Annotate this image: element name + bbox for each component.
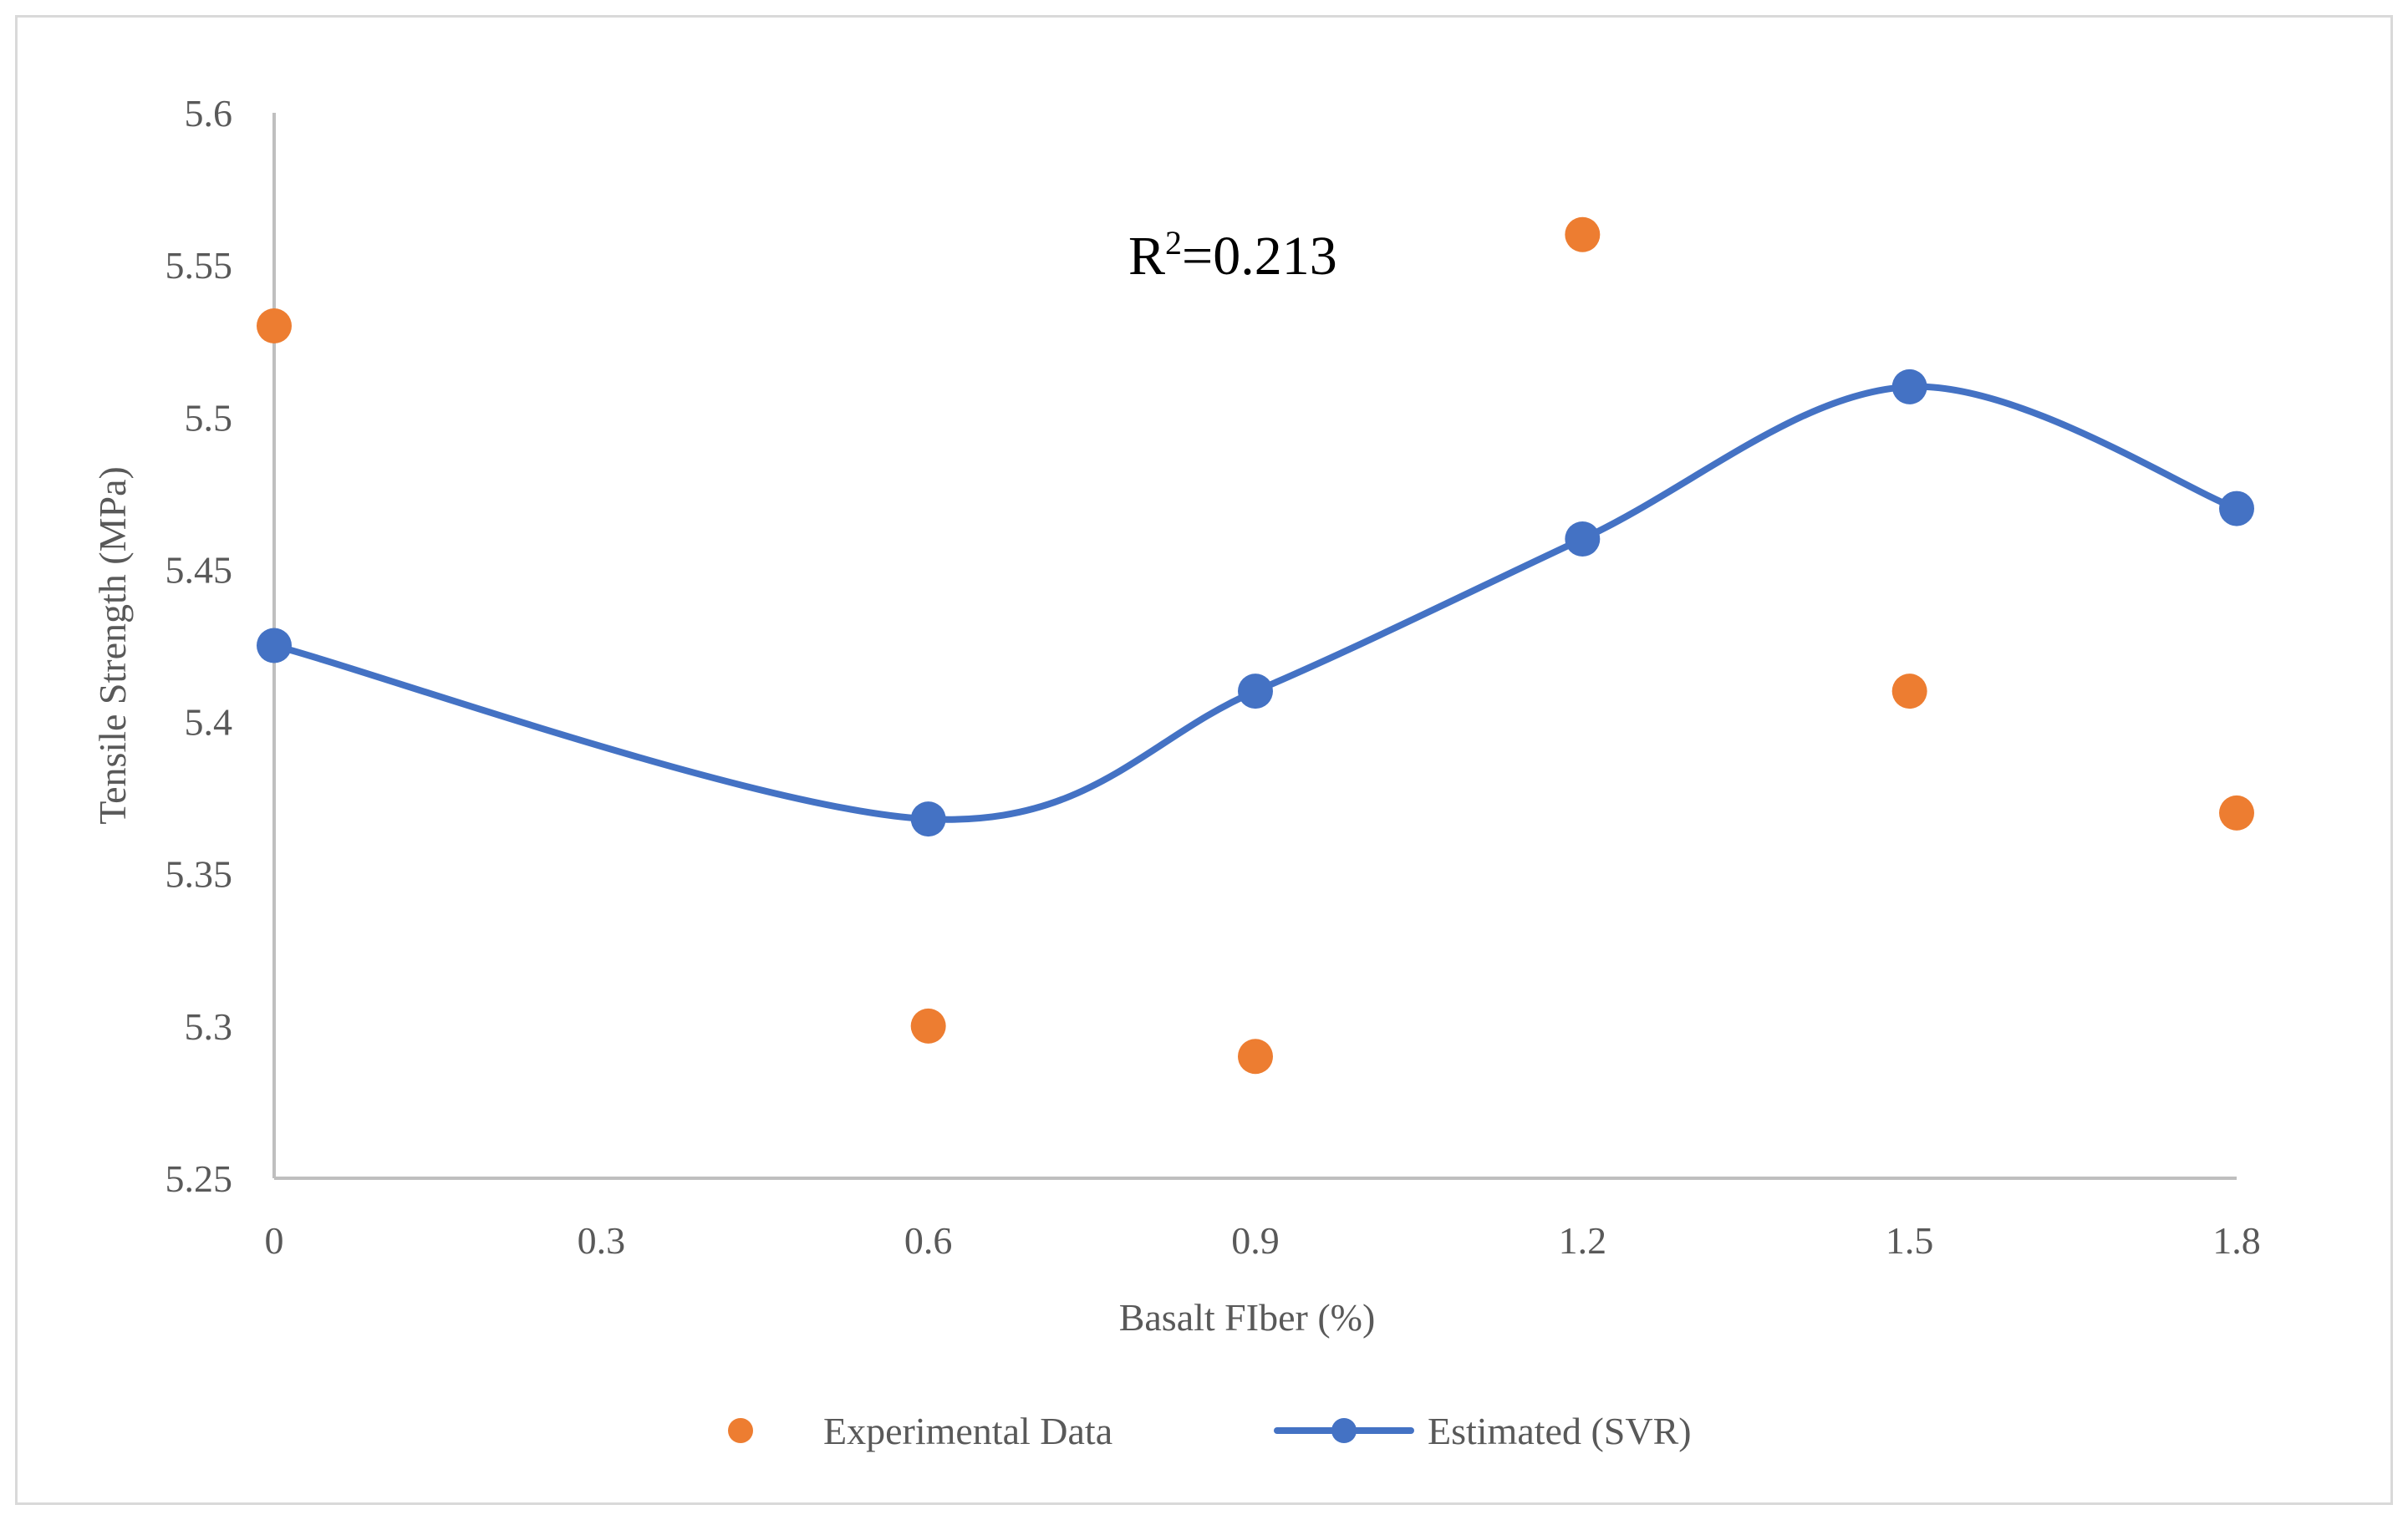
y-tick-label: 5.35 — [165, 853, 233, 896]
y-tick-labels: 5.6 5.55 5.5 5.45 5.4 5.35 5.3 5.25 — [165, 92, 233, 1200]
x-tick-labels: 0 0.3 0.6 0.9 1.2 1.5 1.8 — [265, 1219, 2261, 1262]
experimental-point — [257, 308, 292, 343]
legend-marker-experimental — [728, 1418, 753, 1443]
y-tick-label: 5.4 — [185, 701, 233, 744]
experimental-point — [1238, 1039, 1273, 1075]
svr-point — [1891, 369, 1927, 404]
x-tick-label: 1.8 — [2212, 1219, 2261, 1262]
legend-label-experimental: Experimental Data — [823, 1410, 1112, 1452]
svr-point — [257, 628, 292, 663]
x-tick-label: 1.2 — [1559, 1219, 1607, 1262]
r-squared-annotation: R2=0.213 — [1128, 224, 1337, 287]
svr-point — [2219, 491, 2254, 526]
svr-curve — [271, 383, 2240, 823]
svr-point — [910, 801, 946, 837]
x-tick-label: 0 — [265, 1219, 284, 1262]
y-tick-label: 5.6 — [185, 92, 233, 135]
x-tick-label: 0.3 — [578, 1219, 626, 1262]
x-tick-label: 0.6 — [904, 1219, 953, 1262]
legend-marker-svr — [1331, 1418, 1357, 1443]
experimental-point — [1565, 216, 1601, 252]
svr-point — [1238, 674, 1273, 709]
y-tick-label: 5.3 — [185, 1005, 233, 1048]
x-axis-title: Basalt FIber (%) — [1119, 1296, 1376, 1339]
y-tick-label: 5.5 — [185, 396, 233, 439]
experimental-point — [2219, 795, 2254, 831]
r-squared-value: =0.213 — [1182, 226, 1337, 287]
legend: Experimental Data Estimated (SVR) — [728, 1410, 1692, 1452]
y-tick-label: 5.45 — [165, 548, 233, 591]
series-layer — [257, 216, 2254, 1075]
experimental-point — [910, 1008, 946, 1044]
chart-frame — [15, 15, 2393, 1505]
r-squared-base: R — [1128, 226, 1165, 287]
x-tick-label: 0.9 — [1231, 1219, 1280, 1262]
y-tick-label: 5.25 — [165, 1157, 233, 1200]
svr-point — [1565, 521, 1601, 557]
y-axis-title: Tensile Strength (MPa) — [91, 466, 134, 825]
legend-label-svr: Estimated (SVR) — [1428, 1410, 1692, 1452]
y-tick-label: 5.55 — [165, 244, 233, 287]
r-squared-superscript: 2 — [1165, 224, 1182, 262]
experimental-point — [1891, 674, 1927, 709]
x-tick-label: 1.5 — [1886, 1219, 1934, 1262]
